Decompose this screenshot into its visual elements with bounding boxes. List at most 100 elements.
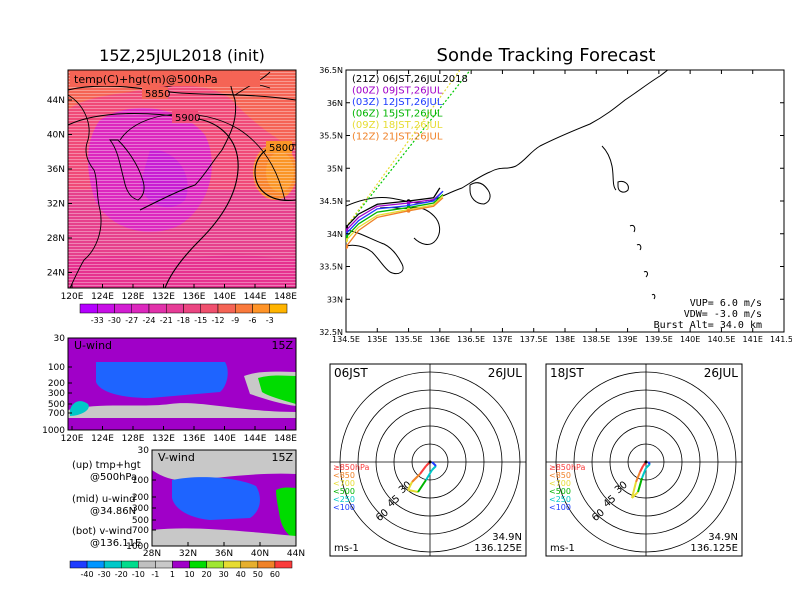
hodo-level-label: <250 bbox=[549, 495, 571, 504]
colorbar-cell bbox=[166, 303, 184, 314]
track-lon-label: 134.5E bbox=[332, 335, 360, 344]
lat-tick-label: 32N bbox=[179, 549, 197, 559]
track-line bbox=[346, 190, 444, 235]
track-islands-izu bbox=[629, 225, 656, 300]
wind-colorbar-cell bbox=[172, 560, 190, 569]
track-coastline-izu bbox=[601, 145, 617, 191]
wind-colorbar-cell bbox=[223, 560, 242, 569]
track-axes: 134.5E 135E 135.5E 136E 136.5E 137E 137.5E 138E… bbox=[319, 66, 792, 344]
v-field-neutral-top bbox=[152, 450, 296, 481]
hodo-segment bbox=[419, 465, 427, 475]
wind-colorbar-label: 60 bbox=[270, 570, 280, 579]
track-lon-label: 139.5E bbox=[645, 335, 673, 344]
panel-legend-notes: (up) tmp+hgt @500hPa (mid) u-wind @34.86… bbox=[72, 460, 141, 549]
hodo-segment bbox=[407, 489, 419, 493]
lat-tick-label: 40N bbox=[251, 549, 269, 559]
lon-tick-label: 124E bbox=[91, 292, 114, 302]
p-tick-label: 300 bbox=[48, 389, 65, 399]
contour-label-5850: 5850 bbox=[145, 89, 170, 100]
colorbar-label: -12 bbox=[211, 316, 224, 325]
lon-tick-label: 132E bbox=[152, 292, 175, 302]
p-tick-label: 700 bbox=[48, 409, 65, 419]
u-field-boundary bbox=[68, 418, 296, 430]
colorbar-label: -15 bbox=[194, 316, 207, 325]
lon-tick-label: 128E bbox=[122, 434, 145, 444]
panel-track: 134.5E 135E 135.5E 136E 136.5E 137E 137.5E 138E… bbox=[319, 66, 792, 344]
hodo-lon: 136.125E bbox=[474, 543, 522, 554]
colorbar-cell bbox=[269, 303, 288, 314]
u-field-westerly bbox=[258, 375, 296, 404]
track-start-point bbox=[346, 238, 349, 243]
panel-v-label: V-wind bbox=[158, 451, 195, 464]
hodo-frame bbox=[329, 363, 527, 557]
hodo-level-label: <850 bbox=[549, 471, 571, 480]
hodo-segment bbox=[647, 461, 651, 465]
track-lon-label: 139E bbox=[617, 335, 637, 344]
lat-tick-label: 36N bbox=[215, 549, 233, 559]
track-island-oshima bbox=[617, 181, 629, 193]
lon-tick-label: 144E bbox=[244, 292, 267, 302]
track-lat-label: 35N bbox=[327, 164, 343, 173]
hodo-origin bbox=[428, 460, 432, 464]
hodo-level-label: ≥850hPa bbox=[333, 463, 370, 472]
colorbar-cell bbox=[79, 303, 98, 314]
colorbar-cell bbox=[114, 303, 132, 314]
p-tick-label: 200 bbox=[132, 493, 149, 503]
lon-tick-label: 120E bbox=[61, 292, 84, 302]
hodo-segment bbox=[411, 473, 421, 483]
track-lat-label: 33N bbox=[327, 295, 343, 304]
note-up-sub: @500hPa bbox=[90, 472, 137, 483]
colorbar-label: -33 bbox=[91, 316, 104, 325]
p-tick-label: 30 bbox=[54, 334, 66, 344]
lon-tick-label: 140E bbox=[213, 434, 236, 444]
track-straight-projection-2 bbox=[346, 70, 461, 228]
colorbar-label: -21 bbox=[160, 316, 173, 325]
track-mid-point bbox=[406, 201, 411, 205]
param-burst: Burst Alt= 34.0 km bbox=[654, 320, 762, 331]
track-lon-label: 136E bbox=[430, 335, 450, 344]
track-mid-point bbox=[406, 209, 411, 213]
colorbar-cell bbox=[235, 303, 253, 314]
track-legend: (21Z) 06JST,26JUL2018(00Z) 09JST,26JUL(0… bbox=[352, 74, 468, 143]
note-mid-title: (mid) u-wind bbox=[72, 494, 135, 505]
colorbar-cell bbox=[217, 303, 236, 314]
wind-colorbar-cell bbox=[189, 560, 207, 569]
track-legend-entry: (09Z) 18JST,26JUL bbox=[352, 120, 443, 131]
wind-colorbar-label: 1 bbox=[170, 570, 175, 579]
track-line bbox=[346, 190, 444, 231]
track-coastline-kii bbox=[346, 229, 404, 275]
right-title: Sonde Tracking Forecast bbox=[437, 45, 656, 66]
hodo-segment bbox=[631, 481, 637, 499]
wind-colorbar-label: -10 bbox=[132, 570, 145, 579]
panel-500-frame bbox=[67, 69, 297, 289]
lon-tick-label: 132E bbox=[152, 434, 175, 444]
track-legend-entry: (03Z) 12JST,26JUL bbox=[352, 97, 443, 108]
track-lat-label: 32.5N bbox=[319, 328, 343, 337]
track-lon-label: 135E bbox=[367, 335, 387, 344]
hodo-segment bbox=[631, 491, 639, 499]
track-lon-label: 135.5E bbox=[395, 335, 423, 344]
wind-colorbar-cell bbox=[155, 560, 173, 569]
lat-tick-label: 28N bbox=[143, 549, 161, 559]
hodo-segment bbox=[425, 469, 433, 481]
contour-label-bg-2 bbox=[172, 111, 198, 123]
lon-tick-label: 148E bbox=[274, 434, 297, 444]
wind-colorbar-cell bbox=[206, 560, 224, 569]
lon-tick-label: 148E bbox=[274, 292, 297, 302]
hodo-level-label: <250 bbox=[333, 495, 355, 504]
track-lon-label: 138E bbox=[555, 335, 575, 344]
colorbar-cell bbox=[252, 303, 270, 314]
contour-5850 bbox=[68, 85, 296, 101]
track-lon-label: 141.5E bbox=[770, 335, 792, 344]
colorbar-label: -18 bbox=[177, 316, 190, 325]
track-lat-label: 35.5N bbox=[319, 132, 343, 141]
hodo-level-label: <850 bbox=[333, 471, 355, 480]
hodo-level-label: <100 bbox=[333, 503, 355, 512]
track-lon-label: 140.5E bbox=[707, 335, 735, 344]
contour-label-5800: 5800 bbox=[269, 143, 294, 154]
panel-v-time: 15Z bbox=[271, 451, 293, 464]
hodo-segment bbox=[639, 465, 644, 473]
